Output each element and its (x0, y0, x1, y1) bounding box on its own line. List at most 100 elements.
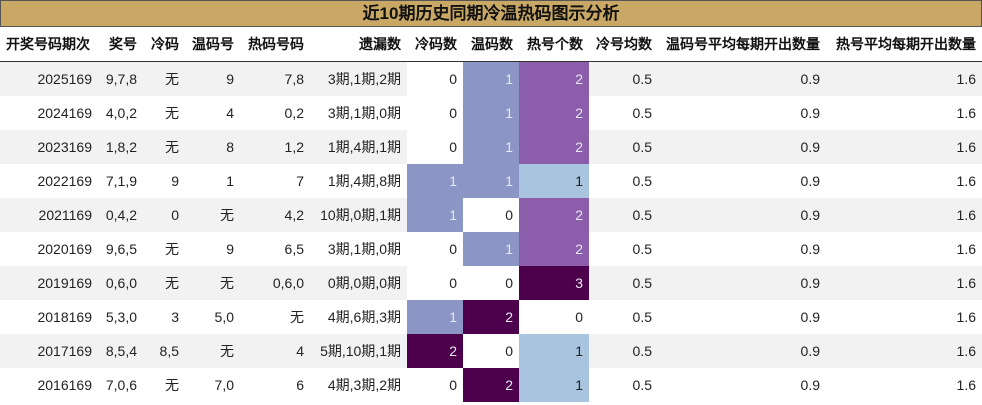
table-row: 2016169 7,0,6 无 7,0 6 4期,3期,2期 0 2 1 0.5 0.9 1.6 (0, 368, 982, 402)
table-cell: 0.5 (589, 334, 658, 368)
column-header: 温码号平均每期开出数量 (658, 27, 826, 62)
table-cell: 无 (165, 105, 179, 121)
table-cell: 4期,3期,2期 (327, 377, 401, 393)
table-cell: 1,2 (240, 130, 310, 164)
table-cell: 1,8,2 (98, 130, 143, 164)
column-header: 热号平均每期开出数量 (826, 27, 982, 62)
table-cell: 1 (463, 96, 519, 130)
table-row: 2023169 1,8,2 无 8 1,2 1期,4期,1期 0 1 2 0.5 0.9 1.6 (0, 130, 982, 164)
column-header: 热码号码 (240, 27, 310, 62)
table-cell: 无 (143, 130, 185, 164)
table-cell: 1.6 (826, 334, 982, 368)
table-row: 2025169 9,7,8 无 9 7,8 3期,1期,2期 0 1 2 0.5 0.9 1.6 (0, 61, 982, 96)
table-cell: 0.5 (589, 61, 658, 96)
column-header: 开奖号码期次 (0, 27, 98, 62)
table-cell: 2017169 (0, 334, 98, 368)
table-cell: 0,6,0 (98, 266, 143, 300)
table-cell: 9,6,5 (105, 241, 137, 257)
table-row: 2024169 4,0,2 无 4 0,2 3期,1期,0期 0 1 2 0.5 0.9 1.6 (0, 96, 982, 130)
table-cell: 无 (143, 61, 185, 96)
table-cell: 0.9 (800, 241, 820, 257)
table-cell: 1 (226, 173, 234, 189)
table-cell: 1 (519, 334, 589, 368)
table-cell: 0.9 (658, 198, 826, 232)
table-cell: 0.5 (589, 266, 658, 300)
table-cell: 0.9 (658, 334, 826, 368)
table-cell: 0 (519, 300, 589, 334)
table-cell: 2 (519, 232, 589, 266)
table-cell: 1.6 (826, 130, 982, 164)
table-cell: 1 (519, 164, 589, 198)
table-cell: 1 (463, 61, 519, 96)
table-cell: 1.6 (826, 61, 982, 96)
table-cell: 0.9 (658, 61, 826, 96)
table-cell: 0 (463, 334, 519, 368)
table-cell: 2018169 (37, 309, 92, 325)
table-cell: 2025169 (0, 61, 98, 96)
table-row: 2019169 0,6,0 无无 0,6,0 0期,0期,0期 0 0 3 0.5 0.9 1.6 (0, 266, 982, 300)
table-cell: 0.5 (589, 130, 658, 164)
table-cell: 0 (407, 368, 463, 402)
table-cell: 无 (165, 241, 179, 257)
table-cell: 0.9 (658, 266, 826, 300)
table-cell: 2023169 (0, 130, 98, 164)
table-cell: 2019169 (0, 266, 98, 300)
column-header: 热号个数 (519, 27, 589, 62)
table-cell: 2 (463, 300, 519, 334)
table-cell: 5,0 (214, 309, 234, 325)
table-cell: 9 (185, 61, 240, 96)
table-cell: 1 (407, 164, 463, 198)
table-cell: 4 (226, 105, 234, 121)
table-cell: 3期,1期,0期 (327, 105, 401, 121)
table-cell: 4,0,2 (105, 105, 137, 121)
table-cell: 0.9 (800, 377, 820, 393)
table-cell: 2 (463, 368, 519, 402)
table-cell: 无 (143, 266, 185, 300)
table-cell: 4期,6期,3期 (327, 309, 401, 325)
table-cell: 3期,1期,2期 (310, 61, 407, 96)
table-cell: 0,6,0 (240, 266, 310, 300)
table-cell: 2 (519, 130, 589, 164)
table-cell: 1 (407, 198, 463, 232)
table-cell: 1期,4期,8期 (327, 173, 401, 189)
table-cell: 7,0 (214, 377, 234, 393)
table-cell: 9 (226, 241, 234, 257)
table-cell: 0 (463, 198, 519, 232)
table-cell: 9,7,8 (98, 61, 143, 96)
table: 开奖号码期次 奖号 冷码 温码号 热码号码 遗漏数 冷码数 温码数 热号个数 冷号均数 温码号平均每… (0, 27, 982, 402)
table-cell: 10期,0期,1期 (310, 198, 407, 232)
table-cell: 8,5,4 (98, 334, 143, 368)
table-cell: 7,1,9 (105, 173, 137, 189)
table-cell: 0 (463, 266, 519, 300)
table-cell: 1 (463, 130, 519, 164)
column-header: 温码数 (463, 27, 519, 62)
table-cell: 1.6 (956, 173, 976, 189)
table-cell: 0 (407, 61, 463, 96)
table-cell: 0.9 (658, 130, 826, 164)
table-cell: 0.9 (800, 105, 820, 121)
table-cell: 0.5 (632, 173, 652, 189)
table-cell: 1.6 (956, 377, 976, 393)
column-header: 冷码 (143, 27, 185, 62)
header-row: 开奖号码期次 奖号 冷码 温码号 热码号码 遗漏数 冷码数 温码数 热号个数 冷号均数 温码号平均每… (0, 27, 982, 62)
table-cell: 3期,1期,0期 (327, 241, 401, 257)
table-cell: 8,5 (143, 334, 185, 368)
table-cell: 4,2 (240, 198, 310, 232)
table-cell: 7,8 (240, 61, 310, 96)
table-cell: 2021169 (0, 198, 98, 232)
table-cell: 无 (185, 198, 240, 232)
table-row: 2022169 7,1,9 9 1 7 1期,4期,8期 1 1 1 0.5 0.9 1.6 (0, 164, 982, 198)
table-row: 2020169 9,6,5 无 9 6,5 3期,1期,0期 0 1 2 0.5 0.9 1.6 (0, 232, 982, 266)
column-header: 冷码数 (407, 27, 463, 62)
table-cell: 0 (143, 198, 185, 232)
table-cell: 1.6 (826, 198, 982, 232)
table-cell: 无 (185, 266, 240, 300)
table-cell: 1.6 (956, 241, 976, 257)
table-cell: 1 (463, 164, 519, 198)
table-cell: 2020169 (37, 241, 92, 257)
column-header: 温码号 (185, 27, 240, 62)
table-cell: 0 (407, 96, 463, 130)
table-cell: 0.5 (632, 241, 652, 257)
table-cell: 1.6 (956, 309, 976, 325)
